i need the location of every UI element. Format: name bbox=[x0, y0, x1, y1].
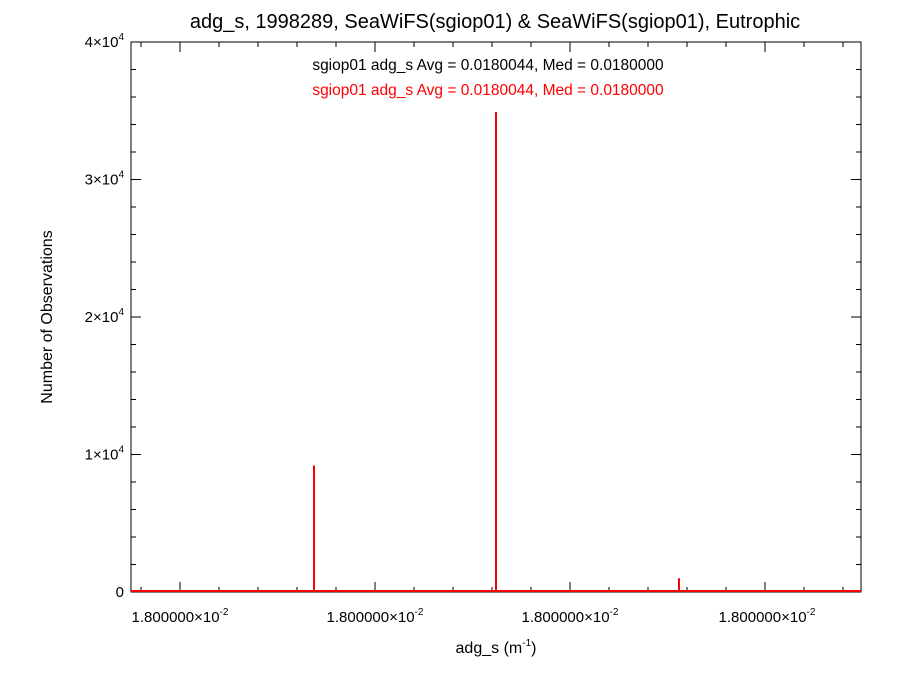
histogram-bars bbox=[131, 112, 861, 592]
y-axis-label: Number of Observations bbox=[39, 230, 56, 403]
x-tick-label-exp: -2 bbox=[415, 607, 424, 618]
x-tick-label-exp: -2 bbox=[807, 607, 816, 618]
x-axis-label: adg_s (m-1) bbox=[456, 638, 537, 657]
y-tick-label-base: 4×10 bbox=[85, 34, 119, 51]
x-tick-label-base: 1.800000×10 bbox=[522, 609, 610, 626]
x-axis-label-base: adg_s (m bbox=[456, 640, 523, 657]
y-tick-label-exp: 4 bbox=[118, 307, 124, 318]
x-tick-label: 1.800000×10-2 bbox=[327, 607, 424, 626]
chart-title: adg_s, 1998289, SeaWiFS(sgiop01) & SeaWi… bbox=[190, 11, 800, 33]
annotation-red: sgiop01 adg_s Avg = 0.0180044, Med = 0.0… bbox=[312, 82, 664, 99]
x-tick-label: 1.800000×10-2 bbox=[719, 607, 816, 626]
x-tick-label: 1.800000×10-2 bbox=[522, 607, 619, 626]
x-tick-label-base: 1.800000×10 bbox=[719, 609, 807, 626]
x-tick-label-exp: -2 bbox=[220, 607, 229, 618]
x-axis: 1.800000×10-2 1.800000×10-2 1.800000×10-2 1… bbox=[132, 42, 844, 626]
y-tick-label-exp: 4 bbox=[118, 32, 124, 43]
x-tick-label-base: 1.800000×10 bbox=[327, 609, 415, 626]
annotation-black: sgiop01 adg_s Avg = 0.0180044, Med = 0.0… bbox=[312, 57, 664, 74]
x-tick-label: 1.800000×10-2 bbox=[132, 607, 229, 626]
y-tick-label-base: 0 bbox=[116, 584, 124, 601]
y-tick-label: 2×104 bbox=[85, 307, 125, 326]
y-tick-label-exp: 4 bbox=[118, 445, 124, 456]
y-tick-label: 1×104 bbox=[85, 445, 125, 464]
y-tick-label-base: 3×10 bbox=[85, 172, 119, 189]
y-tick-label: 3×104 bbox=[85, 170, 125, 189]
y-tick-label: 4×104 bbox=[85, 32, 125, 51]
x-axis-label-sup: -1 bbox=[522, 638, 531, 649]
y-tick-label-base: 1×10 bbox=[85, 447, 119, 464]
y-tick-label-exp: 4 bbox=[118, 170, 124, 181]
x-axis-label-close: ) bbox=[531, 640, 536, 657]
y-tick-label: 0 bbox=[116, 584, 124, 601]
x-tick-label-exp: -2 bbox=[610, 607, 619, 618]
y-tick-label-base: 2×10 bbox=[85, 309, 119, 326]
x-tick-label-base: 1.800000×10 bbox=[132, 609, 220, 626]
